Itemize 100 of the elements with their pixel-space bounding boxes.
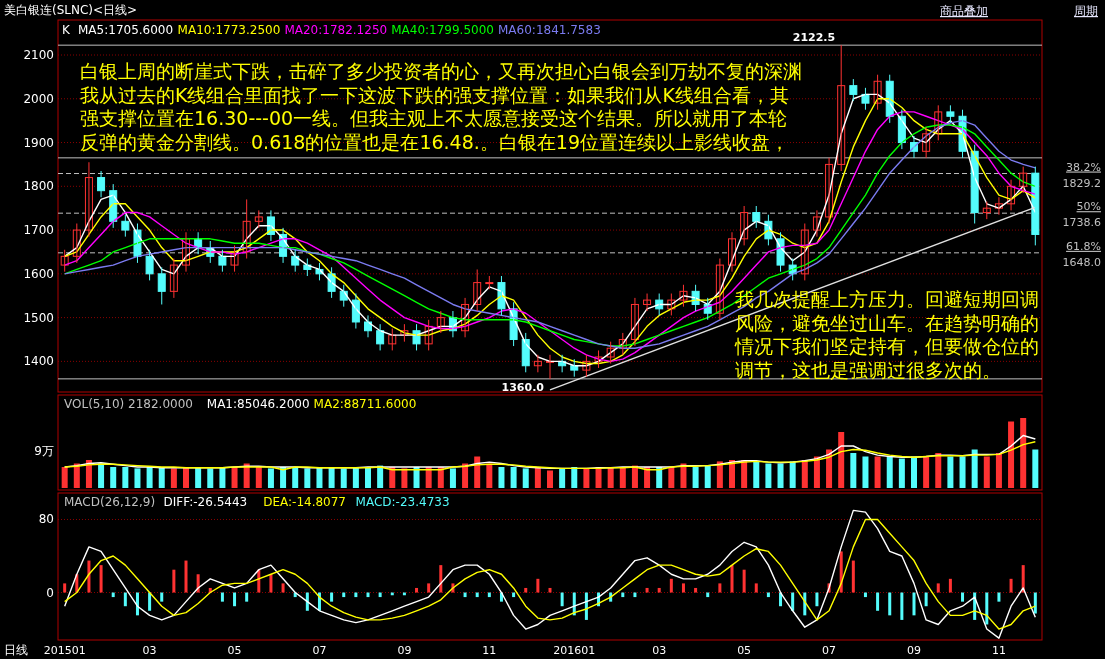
bar xyxy=(718,583,722,593)
bar xyxy=(559,468,566,488)
text: 38.2% xyxy=(1066,160,1101,174)
bar xyxy=(510,467,517,488)
text: 商品叠加 xyxy=(940,4,988,18)
bar xyxy=(462,463,469,488)
bar xyxy=(619,467,626,488)
text: DEA:-14.8077 xyxy=(263,495,347,509)
bar xyxy=(948,578,952,593)
bar xyxy=(377,465,384,488)
ref-line-label: 1738.6 xyxy=(1062,216,1101,230)
text: MACD:-23.4733 xyxy=(355,495,450,509)
bar xyxy=(876,592,880,611)
bar xyxy=(1032,449,1039,488)
bar xyxy=(439,565,443,593)
bar xyxy=(657,587,661,593)
x-tick-label: 201501 xyxy=(43,644,86,657)
x-tick-label: 201601 xyxy=(553,644,596,657)
bar xyxy=(184,560,188,593)
bar xyxy=(791,592,795,611)
bar xyxy=(547,470,553,488)
bar xyxy=(730,565,734,593)
text: MA60:1841.7583 xyxy=(498,23,601,37)
bar xyxy=(645,587,649,593)
bar xyxy=(583,468,590,488)
bar xyxy=(765,463,772,488)
bar xyxy=(912,592,916,616)
bar xyxy=(304,468,311,488)
bar xyxy=(961,592,965,602)
y-tick-label: 80 xyxy=(38,512,54,527)
bar xyxy=(172,569,176,593)
bar xyxy=(195,467,202,488)
bar xyxy=(207,468,214,488)
bar xyxy=(365,467,371,488)
bar xyxy=(427,583,431,593)
bar xyxy=(233,592,237,607)
bar xyxy=(148,592,152,611)
bar xyxy=(971,449,978,488)
bar xyxy=(862,456,869,488)
y-tick-label: 0 xyxy=(46,585,54,600)
bar xyxy=(692,467,699,488)
candlestick xyxy=(157,266,166,305)
bar xyxy=(935,453,942,488)
bar xyxy=(560,592,564,607)
bar xyxy=(729,460,735,488)
annotation: 白银上周的断崖式下跌，击碎了多少投资者的心，又再次担心白银会到万劫不复的深渊我从过去的K线组合里面找了一下这波下跌的强支撑位置：如果我们从K线组合看，其强支撑位置在16.30---00一线。但我主观上不太愿意接受这个结果。所以就用了本轮反弹的黄金分割线。0.618的位置也是在16.48.。白银在19位置连续以上影线收盘， xyxy=(80,60,802,153)
bar xyxy=(123,592,127,607)
bar xyxy=(122,467,129,488)
bar xyxy=(668,467,675,488)
x-tick-label: 09 xyxy=(397,644,412,657)
bar xyxy=(694,587,698,593)
ref-line-label: 1829.2 xyxy=(1062,176,1101,190)
bar xyxy=(245,592,249,602)
bar xyxy=(534,467,541,488)
candlestick xyxy=(145,249,154,281)
bar xyxy=(815,592,819,607)
bar xyxy=(754,583,758,593)
bar xyxy=(1009,578,1013,593)
y-tick-label: 2000 xyxy=(23,91,54,106)
bar xyxy=(146,467,153,488)
bar xyxy=(631,465,638,488)
bar xyxy=(983,456,990,488)
bar xyxy=(316,467,323,488)
text: MA5:1705.6000 xyxy=(78,23,174,37)
bar xyxy=(801,460,808,488)
bar xyxy=(607,467,614,488)
text: MA20:1782.1250 xyxy=(284,23,388,37)
bar xyxy=(352,467,359,488)
annotation: 1360.0 xyxy=(501,380,545,394)
bar xyxy=(704,465,711,488)
bar xyxy=(886,456,893,488)
bar xyxy=(888,592,892,616)
bar xyxy=(789,461,796,488)
bar xyxy=(850,453,857,488)
bar xyxy=(220,592,224,602)
bar xyxy=(267,468,274,488)
y-tick-label: 1800 xyxy=(23,179,54,194)
candlestick xyxy=(485,275,494,290)
bar xyxy=(947,456,954,488)
candlestick xyxy=(849,78,858,102)
bar xyxy=(924,592,928,607)
bar xyxy=(595,467,602,488)
bar xyxy=(898,458,905,488)
bar xyxy=(959,456,966,488)
chart-title: MACD(26,12,9) xyxy=(64,495,156,509)
bar xyxy=(522,468,529,488)
chart-title: 美白银连(SLNC)<日线> xyxy=(4,3,138,17)
bar xyxy=(1033,592,1037,614)
bar xyxy=(160,592,164,602)
bar xyxy=(536,578,540,593)
bar xyxy=(548,587,552,593)
x-tick-label: 05 xyxy=(227,644,242,657)
bar xyxy=(498,467,505,488)
bar xyxy=(985,592,989,625)
bar xyxy=(680,463,687,488)
text: MA1:85046.2000 xyxy=(206,397,310,411)
bar xyxy=(340,468,347,488)
x-tick-label: 07 xyxy=(822,644,837,657)
bar xyxy=(170,468,177,488)
bar xyxy=(524,587,528,593)
